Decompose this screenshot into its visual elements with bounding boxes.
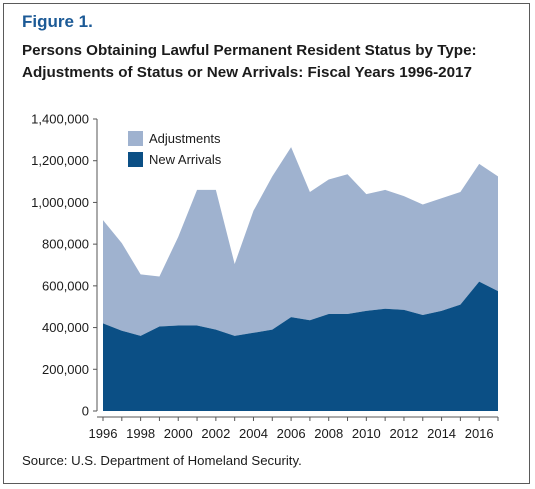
y-tick-label: 800,000 [42, 237, 89, 252]
x-tick-label: 2012 [389, 426, 418, 441]
x-tick-label: 2008 [314, 426, 343, 441]
figure-frame [3, 3, 530, 484]
chart-title: Persons Obtaining Lawful Permanent Resid… [22, 40, 522, 84]
x-tick-label: 2016 [465, 426, 494, 441]
area-new-arrivals [103, 281, 498, 411]
area-adjustments [103, 147, 498, 336]
chart-title-line-2: Adjustments of Status or New Arrivals: F… [22, 64, 472, 81]
x-tick-label: 2004 [239, 426, 268, 441]
y-tick-label: 0 [82, 404, 89, 419]
figure-label: Figure 1. [22, 12, 93, 31]
x-tick-label: 1996 [89, 426, 118, 441]
x-tick-label: 2014 [427, 426, 456, 441]
legend-swatch-adjustments [128, 131, 143, 146]
source-note: Source: U.S. Department of Homeland Secu… [22, 453, 302, 468]
y-tick-label: 1,400,000 [31, 112, 89, 127]
y-tick-label: 600,000 [42, 278, 89, 293]
y-tick-label: 200,000 [42, 362, 89, 377]
y-tick-label: 400,000 [42, 320, 89, 335]
legend-swatch-new-arrivals [128, 152, 143, 167]
y-tick-label: 1,200,000 [31, 153, 89, 168]
legend-label-new-arrivals: New Arrivals [149, 152, 222, 167]
x-tick-label: 1998 [126, 426, 155, 441]
x-tick-label: 2010 [352, 426, 381, 441]
y-tick-label: 1,000,000 [31, 195, 89, 210]
legend-label-adjustments: Adjustments [149, 131, 221, 146]
x-tick-label: 2002 [201, 426, 230, 441]
chart-title-line-1: Persons Obtaining Lawful Permanent Resid… [22, 42, 477, 59]
x-tick-label: 2000 [164, 426, 193, 441]
x-tick-label: 2006 [277, 426, 306, 441]
